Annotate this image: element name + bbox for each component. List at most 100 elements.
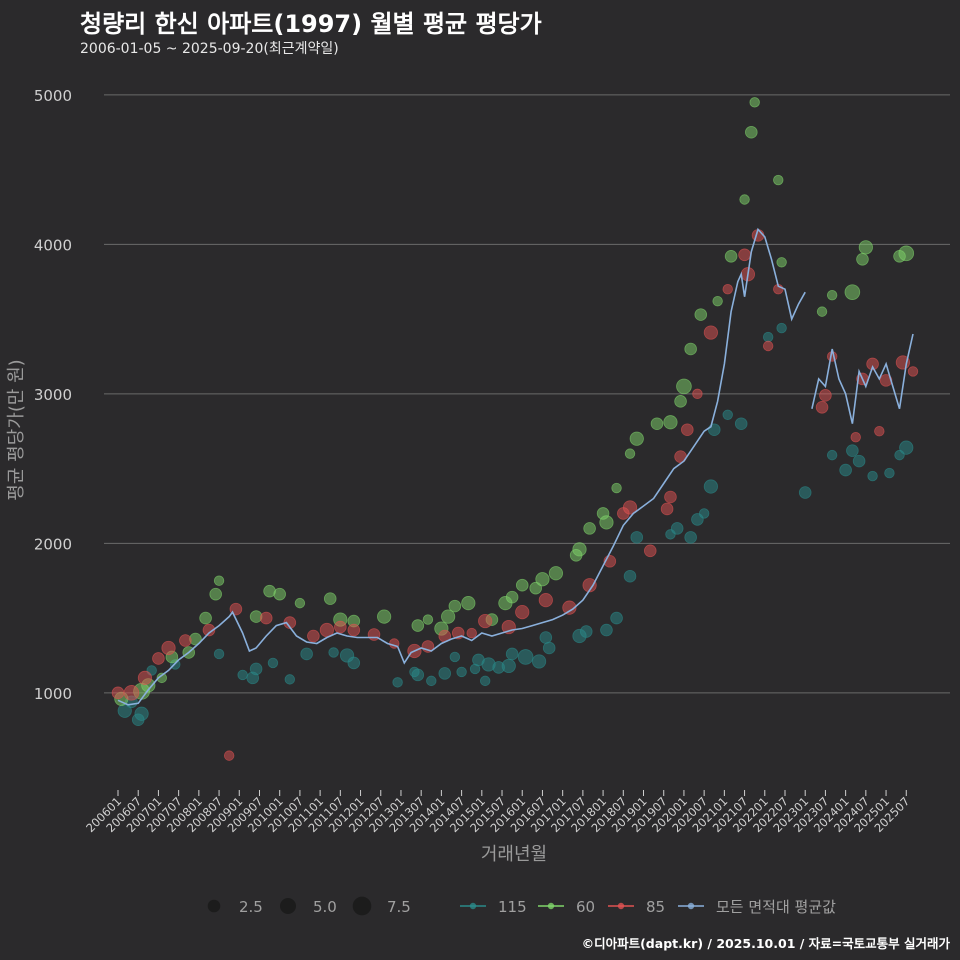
data-point-60 <box>209 587 222 601</box>
data-point-115 <box>884 467 895 479</box>
data-point-60 <box>583 522 596 535</box>
data-point-85 <box>703 325 718 340</box>
data-point-60 <box>448 599 462 613</box>
data-point-60 <box>776 257 787 268</box>
legend-marker-85 <box>617 902 625 910</box>
data-point-60 <box>624 448 636 459</box>
data-point-60 <box>816 306 828 317</box>
data-point-115 <box>707 423 721 436</box>
data-point-115 <box>776 322 787 334</box>
average-line-segment <box>117 227 806 706</box>
data-point-115 <box>703 479 718 494</box>
data-point-60 <box>773 174 784 186</box>
data-points <box>111 97 919 761</box>
y-axis-ticks: 1000 2000 3000 4000 5000 <box>34 87 72 703</box>
data-point-115 <box>899 440 914 455</box>
legend-label: 60 <box>576 898 595 916</box>
data-point-115 <box>392 677 403 688</box>
data-point-85 <box>660 502 674 516</box>
data-point-85 <box>152 652 165 665</box>
data-point-85 <box>347 623 361 637</box>
data-point-85 <box>907 366 919 377</box>
data-point-60 <box>548 566 564 581</box>
data-point-85 <box>562 600 577 615</box>
data-point-60 <box>844 284 861 300</box>
data-point-115 <box>670 522 684 535</box>
data-point-115 <box>839 463 852 477</box>
data-point-60 <box>441 609 456 624</box>
legend-marker-115 <box>469 902 477 910</box>
data-point-115 <box>531 654 547 669</box>
data-point-85 <box>307 629 320 643</box>
data-point-85 <box>111 686 125 700</box>
y-tick-label: 3000 <box>34 386 72 404</box>
data-point-60 <box>273 587 286 601</box>
data-point-85 <box>664 490 677 504</box>
data-point-115 <box>623 569 637 583</box>
data-point-60 <box>156 672 167 684</box>
data-point-60 <box>663 415 678 430</box>
average-line-segment <box>811 333 914 424</box>
data-point-115 <box>456 666 467 678</box>
data-point-115 <box>438 667 452 680</box>
y-tick-label: 5000 <box>34 87 72 105</box>
data-point-60 <box>898 245 915 262</box>
average-line <box>117 227 914 706</box>
data-point-85 <box>866 357 879 371</box>
data-point-60 <box>411 619 425 632</box>
data-point-85 <box>643 544 657 558</box>
data-point-85 <box>762 340 774 352</box>
y-axis-label: 평균 평당가(만 원) <box>6 359 27 500</box>
data-point-85 <box>738 248 751 262</box>
data-point-85 <box>722 283 733 295</box>
size-legend-label: 7.5 <box>387 898 411 916</box>
data-point-60 <box>856 253 869 266</box>
data-point-60 <box>377 609 392 624</box>
data-point-60 <box>712 295 723 307</box>
data-point-60 <box>294 597 306 609</box>
data-point-60 <box>515 578 529 592</box>
data-point-60 <box>676 378 692 395</box>
data-point-85 <box>334 620 347 634</box>
data-point-115 <box>630 531 644 544</box>
data-point-60 <box>323 592 337 605</box>
data-point-85 <box>850 431 861 443</box>
y-tick-label: 1000 <box>34 685 72 703</box>
size-legend-key <box>352 896 372 916</box>
y-tick-label: 2000 <box>34 535 72 553</box>
data-point-60 <box>739 194 750 205</box>
data-point-85 <box>815 401 829 414</box>
data-point-60 <box>629 431 644 446</box>
data-point-85 <box>466 627 477 639</box>
chart-title: 청량리 한신 아파트(1997) 월별 평균 평당가 <box>80 10 542 38</box>
data-point-115 <box>411 668 425 682</box>
data-point-115 <box>300 647 313 661</box>
data-point-115 <box>237 669 248 681</box>
data-point-85 <box>538 593 553 608</box>
data-point-115 <box>213 648 225 660</box>
data-point-85 <box>874 426 885 437</box>
data-point-60 <box>505 590 519 604</box>
x-axis-label: 거래년월 <box>481 844 547 865</box>
data-point-85 <box>202 623 216 637</box>
y-tick-label: 4000 <box>34 236 72 254</box>
chart-subtitle: 2006-01-05 ~ 2025-09-20(최근계약일) <box>80 41 339 57</box>
data-point-85 <box>123 685 140 701</box>
data-point-115 <box>539 631 553 644</box>
data-point-85 <box>692 388 703 400</box>
data-point-85 <box>259 611 273 625</box>
data-point-60 <box>694 308 708 321</box>
size-legend-key <box>207 899 221 913</box>
data-point-60 <box>826 289 838 301</box>
data-point-60 <box>213 575 225 586</box>
data-point-60 <box>422 614 434 625</box>
data-point-85 <box>179 634 192 647</box>
data-point-115 <box>328 647 339 658</box>
data-point-115 <box>501 658 516 674</box>
data-point-115 <box>134 706 149 721</box>
data-point-115 <box>867 470 878 482</box>
data-point-85 <box>681 423 694 436</box>
data-point-115 <box>798 486 812 499</box>
legend-label: 모든 면적대 평균값 <box>716 898 836 916</box>
